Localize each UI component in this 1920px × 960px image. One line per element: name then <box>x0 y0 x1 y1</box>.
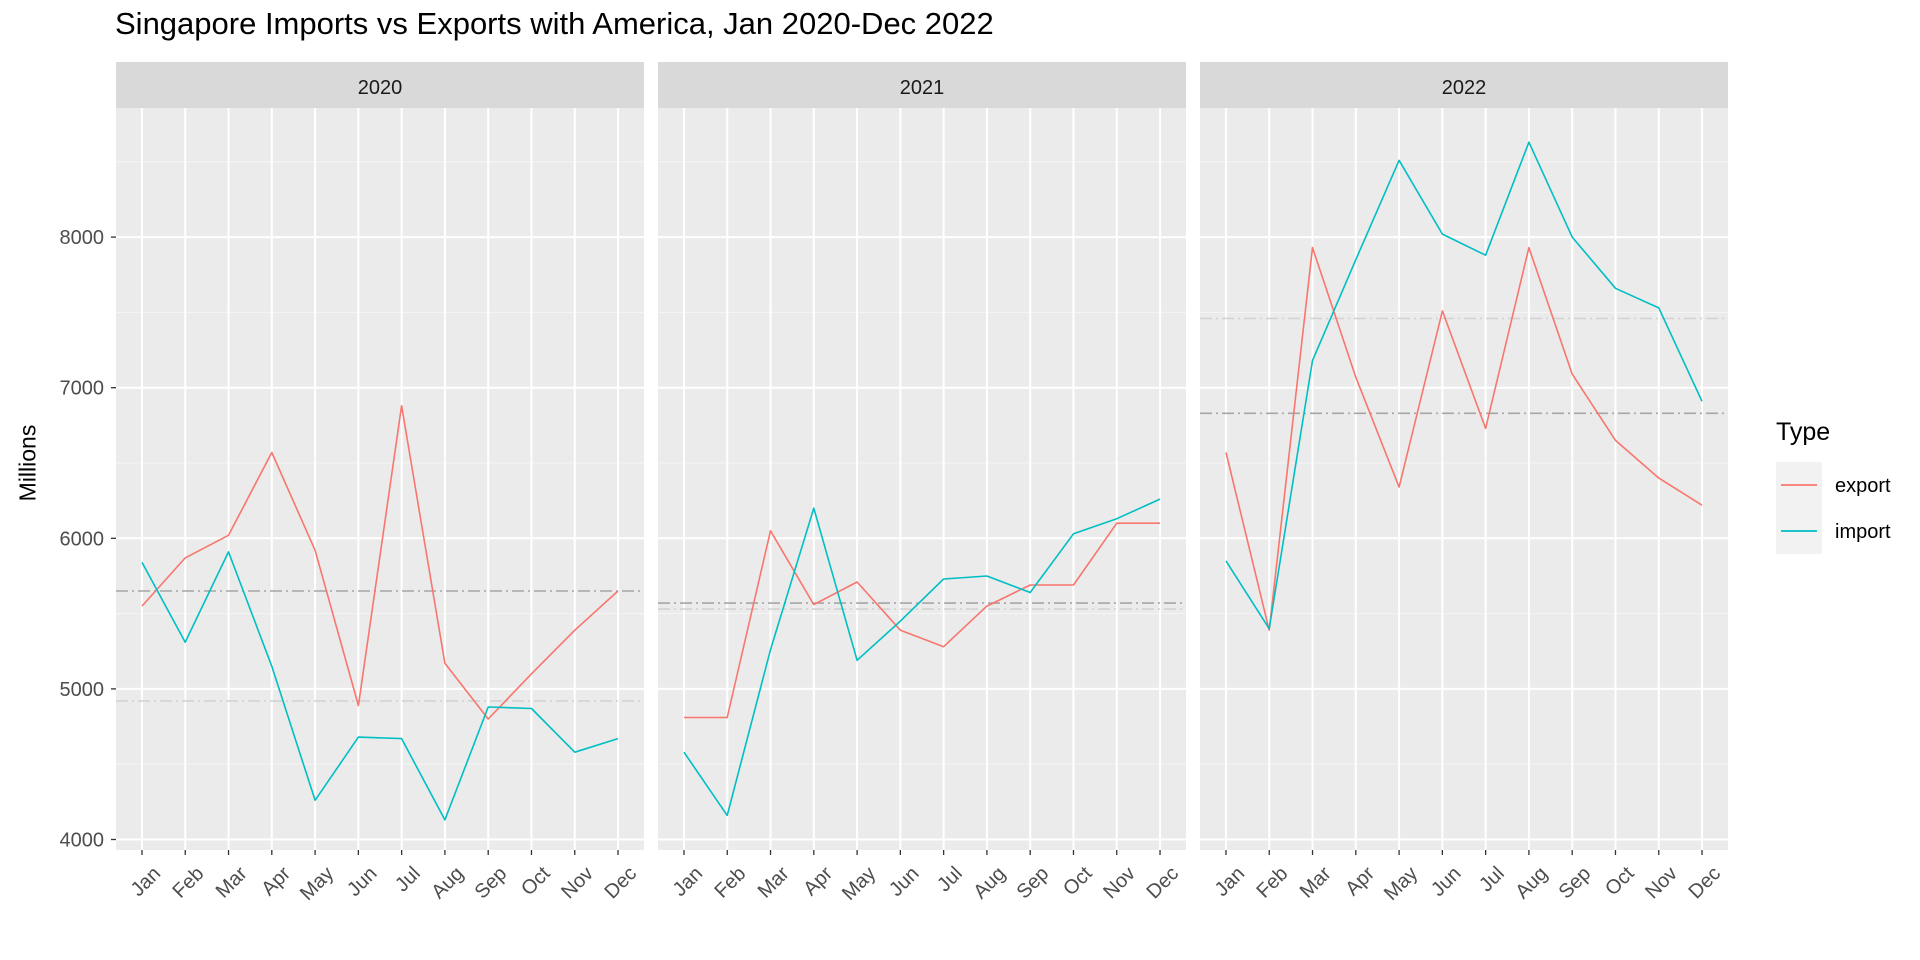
x-tick-label: May <box>838 863 880 905</box>
x-tick-label: Sep <box>1013 863 1054 904</box>
x-tick-label: Sep <box>471 863 512 904</box>
x-tick-label: Oct <box>1601 862 1639 900</box>
series-line-export <box>684 522 1160 719</box>
x-tick-label: Apr <box>1341 862 1379 900</box>
x-tick-label: Oct <box>1059 862 1097 900</box>
x-tick-label: Apr <box>257 862 295 900</box>
facet-strip-label: 2022 <box>1442 77 1487 99</box>
series-line-import <box>1225 141 1703 630</box>
x-tick-label: Aug <box>1511 863 1552 904</box>
facet-strip <box>1200 62 1728 108</box>
facet-panel <box>116 108 644 850</box>
x-tick-label: Jul <box>933 863 967 897</box>
x-tick-label: Mar <box>212 862 252 902</box>
x-tick-label: Jul <box>1475 863 1509 897</box>
facet-strip <box>658 62 1186 108</box>
legend-label-export: export <box>1835 475 1891 497</box>
x-tick-label: Jan <box>1211 863 1249 901</box>
x-tick-label: Nov <box>1641 863 1682 904</box>
x-tick-label: Feb <box>1252 863 1292 903</box>
facet-strip <box>116 62 644 108</box>
x-tick-label: Jun <box>885 863 923 901</box>
x-tick-label: Jun <box>1427 863 1465 901</box>
series-line-export <box>141 404 619 720</box>
x-tick-label: Feb <box>710 863 750 903</box>
x-tick-label: Apr <box>799 862 837 900</box>
x-tick-label: Jun <box>343 863 381 901</box>
series-line-import <box>141 551 619 821</box>
x-tick-label: Jan <box>127 863 165 901</box>
x-tick-label: Aug <box>427 863 468 904</box>
series-line-export <box>1225 246 1703 632</box>
x-tick-label: Sep <box>1555 863 1596 904</box>
x-tick-label: May <box>296 863 338 905</box>
facet-strip-label: 2020 <box>358 77 403 99</box>
x-tick-label: Mar <box>1296 862 1336 902</box>
x-tick-label: May <box>1380 863 1422 905</box>
x-tick-label: Nov <box>557 863 598 904</box>
x-tick-label: Jul <box>391 863 425 897</box>
y-tick-label: 6000 <box>60 528 105 550</box>
x-tick-label: Oct <box>517 862 555 900</box>
x-tick-label: Dec <box>600 863 641 904</box>
series-line-import <box>683 498 1161 817</box>
legend-title: Type <box>1776 418 1830 446</box>
facet-panel <box>658 108 1186 850</box>
x-tick-label: Nov <box>1099 863 1140 904</box>
facet-strip-label: 2021 <box>900 77 945 99</box>
y-tick-label: 5000 <box>60 679 105 701</box>
x-tick-label: Dec <box>1142 863 1183 904</box>
chart-title: Singapore Imports vs Exports with Americ… <box>115 6 994 41</box>
y-tick-label: 4000 <box>60 830 105 852</box>
legend-label-import: import <box>1835 521 1891 543</box>
x-tick-label: Dec <box>1684 863 1725 904</box>
x-tick-label: Jan <box>669 863 707 901</box>
x-tick-label: Aug <box>969 863 1010 904</box>
facet-panel <box>1200 108 1728 850</box>
x-tick-label: Mar <box>754 862 794 902</box>
x-tick-label: Feb <box>168 863 208 903</box>
y-tick-label: 8000 <box>60 227 105 249</box>
y-tick-label: 7000 <box>60 378 105 400</box>
